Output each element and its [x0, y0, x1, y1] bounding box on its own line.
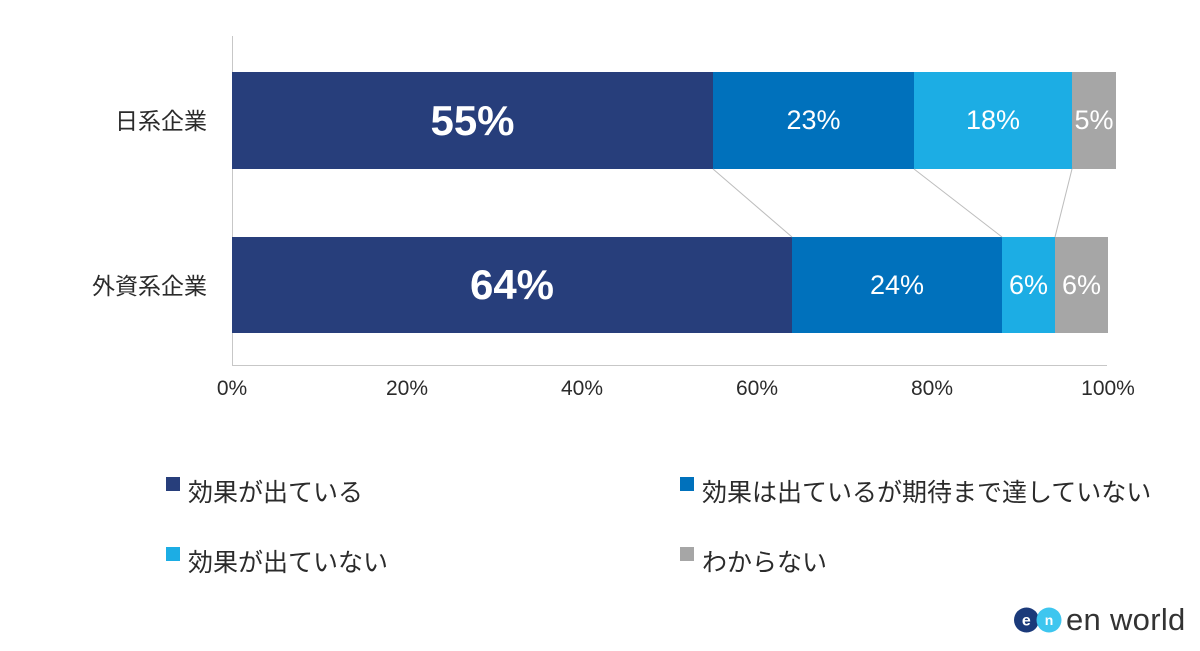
svg-text:n: n — [1045, 612, 1054, 628]
svg-text:e: e — [1022, 613, 1031, 630]
